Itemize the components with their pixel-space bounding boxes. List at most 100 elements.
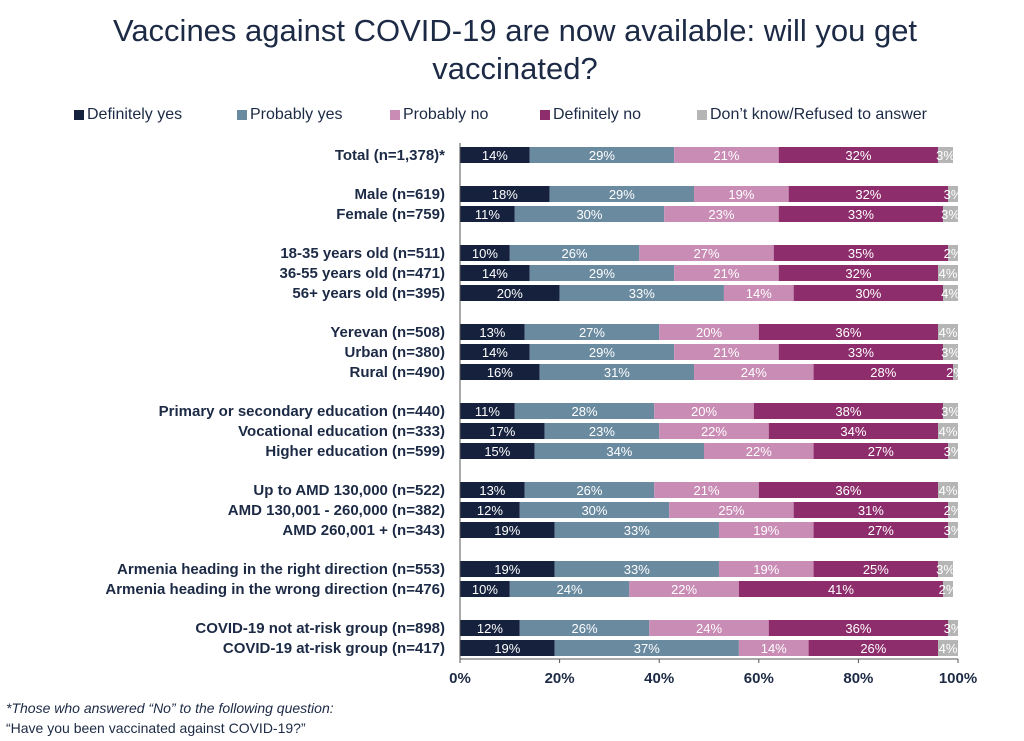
bar-segment (718, 522, 814, 538)
data-label: 23% (708, 207, 734, 222)
bar-segment (718, 561, 814, 577)
bar-segment (460, 285, 560, 301)
bar-segment (460, 245, 510, 261)
data-label: 19% (728, 187, 754, 202)
data-label: 3% (936, 148, 955, 163)
bar-segment (813, 443, 949, 459)
data-label: 2% (946, 365, 965, 380)
category-label: Total (n=1,378)* (335, 147, 445, 164)
bar-segment (738, 640, 809, 656)
data-label: 13% (479, 325, 505, 340)
data-label: 36% (835, 483, 861, 498)
data-label: 10% (472, 246, 498, 261)
legend-label: Definitely yes (87, 106, 183, 123)
data-label: 11% (475, 207, 500, 222)
bar-segment (460, 265, 530, 281)
data-label: 41% (828, 582, 854, 597)
bar-segment (460, 482, 525, 498)
bar-segment (948, 186, 958, 202)
bar-segment (943, 285, 958, 301)
data-label: 29% (589, 345, 615, 360)
bar-segment (778, 147, 939, 163)
stacked-bar-chart: Total (n=1,378)* 14% 29% 21% 32% 3% Male (n=61… (105, 143, 977, 687)
bar-segment (544, 423, 660, 439)
bar-segment (549, 186, 695, 202)
bar-segment (460, 206, 515, 222)
data-label: 29% (589, 266, 615, 281)
legend-item: Probably no (390, 106, 488, 124)
bar-segment (793, 502, 949, 518)
bar-segment (773, 245, 949, 261)
bar-segment (460, 423, 545, 439)
bar-segment (808, 640, 939, 656)
data-label: 2% (944, 246, 963, 261)
data-label: 11% (475, 404, 500, 419)
bar-segment (778, 265, 939, 281)
data-label: 12% (477, 621, 503, 636)
legend-label: Probably no (403, 106, 489, 123)
category-label: COVID-19 not at-risk group (n=898) (195, 620, 445, 637)
bar-segment (953, 364, 958, 380)
data-label: 3% (944, 621, 963, 636)
bar-segment (948, 245, 958, 261)
data-label: 15% (484, 444, 510, 459)
data-label: 17% (489, 424, 515, 439)
data-label: 14% (761, 641, 787, 656)
category-label: Vocational education (n=333) (238, 423, 445, 440)
data-label: 24% (557, 582, 583, 597)
data-label: 33% (848, 207, 874, 222)
x-tick-label: 0% (449, 670, 471, 687)
category-label: Primary or secondary education (n=440) (159, 403, 445, 420)
data-label: 29% (609, 187, 635, 202)
data-label: 30% (581, 503, 607, 518)
legend-label: Definitely no (553, 106, 642, 123)
bar-segment (529, 147, 675, 163)
bar-segment (674, 344, 779, 360)
bar-segment (674, 147, 779, 163)
data-label: 22% (671, 582, 697, 597)
bar-segment (669, 502, 794, 518)
bar-segment (629, 581, 739, 597)
bar-segment (778, 206, 944, 222)
bar-segment (738, 581, 944, 597)
data-label: 21% (713, 148, 739, 163)
bar-segment (654, 403, 754, 419)
bar-segment (559, 285, 724, 301)
bar-segment (659, 423, 769, 439)
category-label: 56+ years old (n=395) (292, 285, 445, 302)
bar-segment (639, 245, 774, 261)
bar-segment (948, 620, 958, 636)
data-label: 4% (939, 325, 958, 340)
bar-segment (768, 423, 939, 439)
bar-segment (813, 522, 949, 538)
data-label: 13% (479, 483, 505, 498)
bar-segment (758, 324, 939, 340)
bar-segment (788, 186, 949, 202)
data-label: 20% (497, 286, 523, 301)
data-label: 2% (939, 582, 958, 597)
legend-item: Definitely no (540, 106, 641, 124)
bar-segment (943, 206, 958, 222)
bar-segment (758, 482, 939, 498)
legend-label: Probably yes (250, 106, 343, 123)
data-label: 32% (845, 266, 871, 281)
bar-segment (519, 502, 670, 518)
bar-segment (938, 324, 958, 340)
bar-segment (554, 522, 719, 538)
data-label: 38% (835, 404, 861, 419)
data-label: 26% (571, 621, 597, 636)
bar-segment (554, 561, 719, 577)
bar-segment (659, 324, 759, 340)
x-tick-label: 40% (644, 670, 674, 687)
category-label: Female (n=759) (336, 206, 445, 223)
data-label: 3% (941, 207, 960, 222)
data-label: 26% (562, 246, 588, 261)
data-label: 20% (696, 325, 722, 340)
data-label: 3% (944, 187, 963, 202)
data-label: 22% (701, 424, 727, 439)
bar-segment (793, 285, 944, 301)
bar-segment (813, 561, 939, 577)
data-label: 37% (634, 641, 660, 656)
category-label: Urban (n=380) (345, 344, 445, 361)
data-label: 36% (845, 621, 871, 636)
